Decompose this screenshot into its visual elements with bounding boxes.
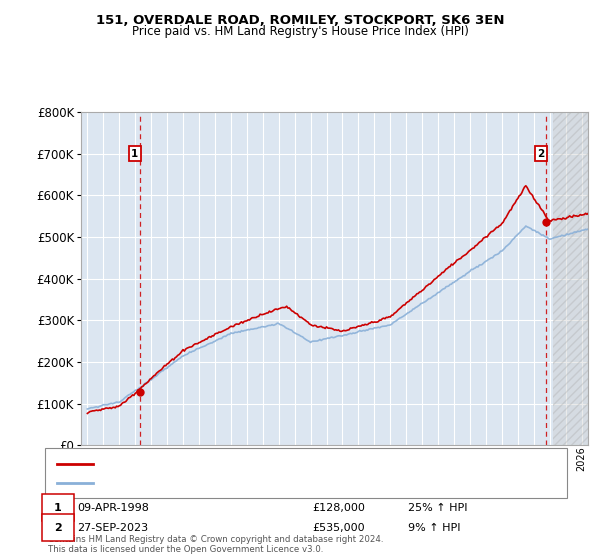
Text: Contains HM Land Registry data © Crown copyright and database right 2024.
This d: Contains HM Land Registry data © Crown c… [48, 535, 383, 554]
Text: £535,000: £535,000 [312, 522, 365, 533]
Bar [553, 112, 588, 445]
Text: £128,000: £128,000 [312, 503, 365, 513]
Text: 2: 2 [54, 522, 62, 533]
Text: 9% ↑ HPI: 9% ↑ HPI [408, 522, 461, 533]
Text: 151, OVERDALE ROAD, ROMILEY, STOCKPORT, SK6 3EN (detached house): 151, OVERDALE ROAD, ROMILEY, STOCKPORT, … [100, 459, 467, 469]
Text: Price paid vs. HM Land Registry's House Price Index (HPI): Price paid vs. HM Land Registry's House … [131, 25, 469, 38]
Text: 09-APR-1998: 09-APR-1998 [77, 503, 149, 513]
Text: HPI: Average price, detached house, Stockport: HPI: Average price, detached house, Stoc… [100, 478, 332, 488]
Text: 25% ↑ HPI: 25% ↑ HPI [408, 503, 467, 513]
Text: 27-SEP-2023: 27-SEP-2023 [77, 522, 148, 533]
Text: 1: 1 [54, 503, 62, 513]
Text: 1: 1 [131, 148, 139, 158]
Text: 151, OVERDALE ROAD, ROMILEY, STOCKPORT, SK6 3EN: 151, OVERDALE ROAD, ROMILEY, STOCKPORT, … [96, 14, 504, 27]
Text: 2: 2 [537, 148, 544, 158]
